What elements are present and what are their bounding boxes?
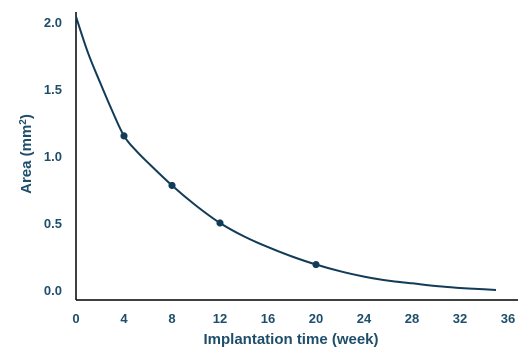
y-axis-title-sup: 2 [18,119,29,125]
x-tick-label: 28 [405,311,419,326]
fit-curve [75,16,497,291]
x-tick-label: 16 [261,311,275,326]
data-point [168,181,176,190]
x-tick-label: 8 [168,311,175,326]
data-point [120,132,128,140]
x-tick-label: 20 [309,311,323,326]
data-point [216,219,224,227]
x-tick-label: 36 [501,311,515,326]
x-axis-title: Implantation time (week) [203,331,378,348]
y-tick-label: 2.0 [44,15,62,30]
y-tick-label: 1.5 [44,82,62,97]
x-tick-label: 0 [72,311,79,326]
y-ticks: 0.0 0.5 1.0 1.5 2.0 [44,15,62,298]
y-axis-title-text: Area (mm [18,125,35,194]
y-tick-label: 1.0 [44,149,62,164]
y-tick-label: 0.5 [44,216,62,231]
x-ticks: 0 4 8 12 16 20 24 28 32 36 [72,311,515,326]
x-tick-label: 24 [357,311,372,326]
axes [75,12,518,301]
y-tick-label: 0.0 [44,283,62,298]
x-tick-label: 12 [213,311,227,326]
data-points [120,132,320,269]
x-tick-label: 32 [453,311,467,326]
data-point [312,260,320,269]
y-axis-title: Area (mm2) [18,114,35,194]
y-axis-title-close: ) [18,114,35,119]
x-tick-label: 4 [120,311,128,326]
